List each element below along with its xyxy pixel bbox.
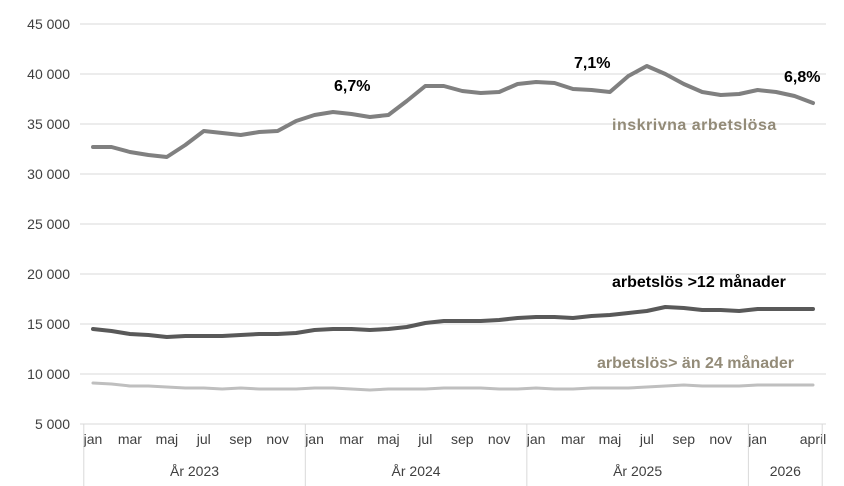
x-tick-label: jan (526, 431, 546, 447)
x-tick-label: jul (417, 431, 432, 447)
gridlines (80, 23, 826, 425)
annotation-6-7-percent: 6,7% (334, 78, 370, 95)
x-tick-label: sep (672, 431, 695, 447)
y-tick-label: 10 000 (27, 366, 70, 382)
x-tick-label: jan (747, 431, 767, 447)
x-tick-label: mar (561, 431, 585, 447)
y-tick-label: 20 000 (27, 266, 70, 282)
x-tick-label: jan (304, 431, 324, 447)
series-line (91, 64, 815, 159)
annotation-6-8-percent: 6,8% (784, 69, 820, 86)
x-tick-label: maj (599, 431, 622, 447)
series-label-over-24-months: arbetslös> än 24 månader (597, 354, 794, 372)
series-label-inskrivna: inskrivna arbetslösa (612, 117, 777, 134)
x-group-label: 2026 (770, 463, 801, 479)
x-tick-label: maj (156, 431, 179, 447)
x-tick-label: sep (451, 431, 474, 447)
x-tick-label: april (800, 431, 826, 447)
y-tick-label: 35 000 (27, 116, 70, 132)
y-tick-label: 40 000 (27, 66, 70, 82)
y-tick-label: 30 000 (27, 166, 70, 182)
x-group-label: År 2024 (392, 463, 441, 479)
y-tick-label: 15 000 (27, 316, 70, 332)
x-tick-label: mar (339, 431, 363, 447)
y-tick-label: 45 000 (27, 16, 70, 32)
x-tick-label: jul (639, 431, 654, 447)
series-lines (91, 64, 815, 392)
y-tick-label: 25 000 (27, 216, 70, 232)
annotation-7-1-percent: 7,1% (574, 55, 610, 72)
x-tick-label: jul (196, 431, 211, 447)
y-tick-label: 5 000 (35, 416, 70, 432)
annotations: inskrivna arbetslösa arbetslös >12 månad… (334, 55, 820, 372)
x-tick-label: nov (709, 431, 732, 447)
x-tick-label: sep (229, 431, 252, 447)
series-line (91, 305, 815, 339)
x-tick-label: maj (377, 431, 400, 447)
x-group-label: År 2025 (613, 463, 662, 479)
x-group-label: År 2023 (170, 463, 219, 479)
x-axis: jan mar maj jul sep nov jan mar maj jul sep nov jan m… (83, 424, 826, 486)
series-label-over-12-months: arbetslös >12 månader (612, 273, 786, 291)
y-axis-tick-labels: 5 000 10 000 15 000 20 000 25 000 30 000 35 00… (27, 16, 70, 432)
x-tick-label: nov (488, 431, 511, 447)
x-tick-label: jan (83, 431, 103, 447)
x-tick-label: mar (118, 431, 142, 447)
series-line (91, 381, 815, 392)
x-tick-label: nov (266, 431, 289, 447)
